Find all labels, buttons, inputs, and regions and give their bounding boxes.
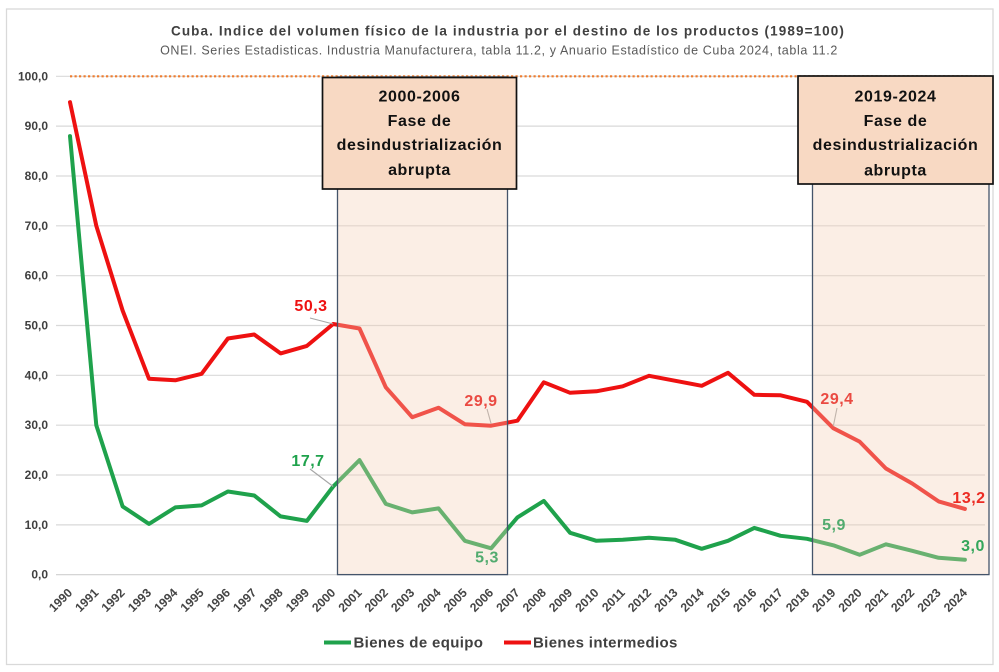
svg-text:5,3: 5,3 [475,550,499,567]
svg-text:2000-2006: 2000-2006 [379,88,461,105]
svg-text:abrupta: abrupta [388,162,451,179]
svg-text:Fase de: Fase de [864,113,928,130]
svg-text:50,0: 50,0 [25,319,49,333]
svg-text:17,7: 17,7 [291,453,324,470]
svg-text:100,0: 100,0 [18,69,48,83]
svg-text:30,0: 30,0 [25,418,49,432]
svg-text:3,0: 3,0 [961,538,985,555]
svg-text:desindustrialización: desindustrialización [813,137,979,154]
svg-text:Cuba. Indice del volumen físic: Cuba. Indice del volumen físico de la in… [171,24,845,39]
svg-text:13,2: 13,2 [952,490,985,507]
svg-text:90,0: 90,0 [25,119,49,133]
svg-text:60,0: 60,0 [25,269,49,283]
svg-text:0,0: 0,0 [31,568,48,582]
svg-text:10,0: 10,0 [25,518,49,532]
svg-text:Bienes intermedios: Bienes intermedios [533,635,678,652]
svg-text:70,0: 70,0 [25,219,49,233]
svg-text:50,3: 50,3 [294,298,327,315]
svg-text:80,0: 80,0 [25,169,49,183]
svg-text:ONEI. Series Estadisticas. Ind: ONEI. Series Estadisticas. Industria Man… [160,44,838,58]
svg-text:desindustrialización: desindustrialización [337,137,503,154]
svg-text:2019-2024: 2019-2024 [855,89,937,106]
svg-text:abrupta: abrupta [864,162,927,179]
svg-text:29,4: 29,4 [820,391,853,408]
svg-text:29,9: 29,9 [464,393,497,410]
svg-text:Fase de: Fase de [388,113,452,130]
svg-text:20,0: 20,0 [25,468,49,482]
svg-text:5,9: 5,9 [822,517,846,534]
svg-text:Bienes de equipo: Bienes de equipo [354,635,484,652]
svg-text:40,0: 40,0 [25,368,49,382]
